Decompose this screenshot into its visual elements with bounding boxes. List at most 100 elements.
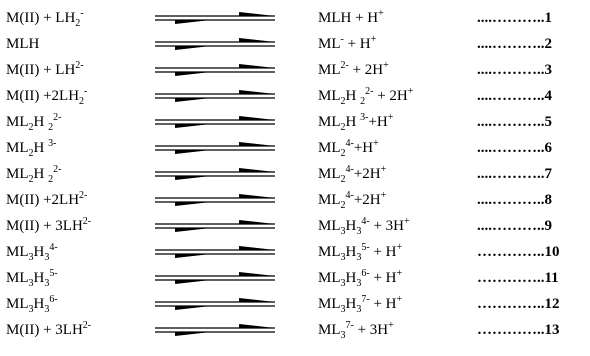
equilibrium-arrows-icon [155,168,275,180]
equilibrium-arrows-icon [155,90,275,102]
formula-text: + 3H [353,322,389,338]
equation-number: ....………..1 [477,10,552,26]
formula-sub: 2 [48,174,54,185]
equation-row: ML3H36- ML3H37- + H+ …………..12 [0,292,590,318]
formula-text: ML [318,270,341,286]
formula-text: ML [6,140,29,156]
formula-sub: 2 [28,174,34,185]
formula-sub: 3 [356,252,362,263]
equation-row: ML2H 22- ML24-+2H+ ....………..7 [0,162,590,188]
equilibrium-arrows-icon [155,12,275,24]
formula-text: + 3H [369,218,404,234]
formula-sub: 3 [356,304,362,315]
formula-sub: 3 [28,304,34,315]
equation-row: M(II) + LH2- ML2- + 2H+ ....………..3 [0,58,590,84]
equation-row: M(II) + 3LH2- ML37- + 3H+ …………..13 [0,318,590,344]
equation-number: ....………..7 [477,166,552,182]
formula-sup: 6- [361,268,370,279]
formula-text: ML [318,62,341,78]
formula-sub: 3 [340,278,346,289]
reactants: MLH [6,34,39,54]
formula-text: M(II) +2LH [6,88,80,104]
formula-sup: - [340,34,344,45]
formula-sup: 6- [49,294,58,305]
formula-sub: 3 [356,226,362,237]
equilibrium-arrows-icon [155,298,275,310]
formula-sub: 2 [340,96,346,107]
reactants: M(II) + 3LH2- [6,320,91,340]
formula-sub: 2 [28,122,34,133]
formula-text: ML [6,270,29,286]
formula-sup: 2- [53,164,62,175]
formula-sub: 3 [28,278,34,289]
formula-text: H [345,296,357,312]
reactants: ML2H 22- [6,164,62,185]
formula-text: H [345,88,361,104]
products: ML24-+H+ [318,138,379,159]
reactants: M(II) + LH2- [6,60,84,80]
products: ML24-+2H+ [318,190,386,211]
formula-sup: 2- [365,86,374,97]
formula-sup: 4- [345,138,354,149]
formula-text: M(II) + LH [6,10,76,26]
formula-sup: 4- [345,190,354,201]
formula-text: ML [318,88,341,104]
formula-sub: 3 [28,252,34,263]
equilibrium-arrows-icon [155,116,275,128]
equation-row: ML2H 3- ML24-+H+ ....………..6 [0,136,590,162]
formula-sub: 3 [340,304,346,315]
formula-text: +H [353,140,374,156]
formula-text: H [345,114,361,130]
reactants: ML2H 3- [6,138,56,159]
equation-number: …………..10 [477,244,560,260]
formula-text: H [345,244,357,260]
formula-text: H [345,218,357,234]
products: ML3H35- + H+ [318,242,403,263]
equilibrium-arrows-icon [155,64,275,76]
equation-number: ....………..5 [477,114,552,130]
equation-row: M(II) + 3LH2- ML3H34- + 3H+ ....………..9 [0,214,590,240]
formula-sup: 2- [340,60,349,71]
equation-number: …………..11 [477,270,559,286]
equation-number: …………..13 [477,322,560,338]
formula-sub: 2 [75,18,81,29]
formula-sup: 4- [345,164,354,175]
formula-text: ML [318,218,341,234]
equation-row: MLH ML- + H+ ....………..2 [0,32,590,58]
formula-text: ML [318,296,341,312]
formula-sup: 2- [75,60,84,71]
formula-sub: 2 [340,122,346,133]
formula-sup: + [370,34,377,45]
equilibrium-arrows-icon [155,220,275,232]
equation-row: ML2H 22- ML2H 3-+H+ ....………..5 [0,110,590,136]
formula-text: ML [6,244,29,260]
formula-sup: + [396,242,403,253]
formula-text: MLH [6,36,40,52]
formula-sup: - [84,86,88,97]
equilibrium-arrows-icon [155,142,275,154]
equation-number: ....………..9 [477,218,552,234]
formula-sup: + [388,320,394,331]
formula-sup: + [403,216,410,227]
formula-text: M(II) + 3LH [6,218,83,234]
equilibrium-arrows-icon [155,246,275,258]
products: ML2- + 2H+ [318,60,389,80]
formula-text: H [345,270,357,286]
equilibrium-arrows-icon [155,272,275,284]
equation-row: ML3H34- ML3H35- + H+ …………..10 [0,240,590,266]
formula-text: + 2H [373,88,408,104]
formula-text: M(II) +2LH [6,192,80,208]
formula-text: ML [6,296,29,312]
formula-sub: 3 [356,278,362,289]
reactants: ML3H36- [6,294,58,315]
products: ML- + H+ [318,34,376,54]
formula-sup: 2- [53,112,62,123]
formula-text: ML [6,114,29,130]
formula-sup: 4- [49,242,58,253]
formula-sup: 7- [345,320,354,331]
products: ML37- + 3H+ [318,320,394,341]
reactants: ML2H 22- [6,112,62,133]
products: ML3H36- + H+ [318,268,402,289]
formula-text: H [33,244,45,260]
formula-sup: 4- [361,216,370,227]
